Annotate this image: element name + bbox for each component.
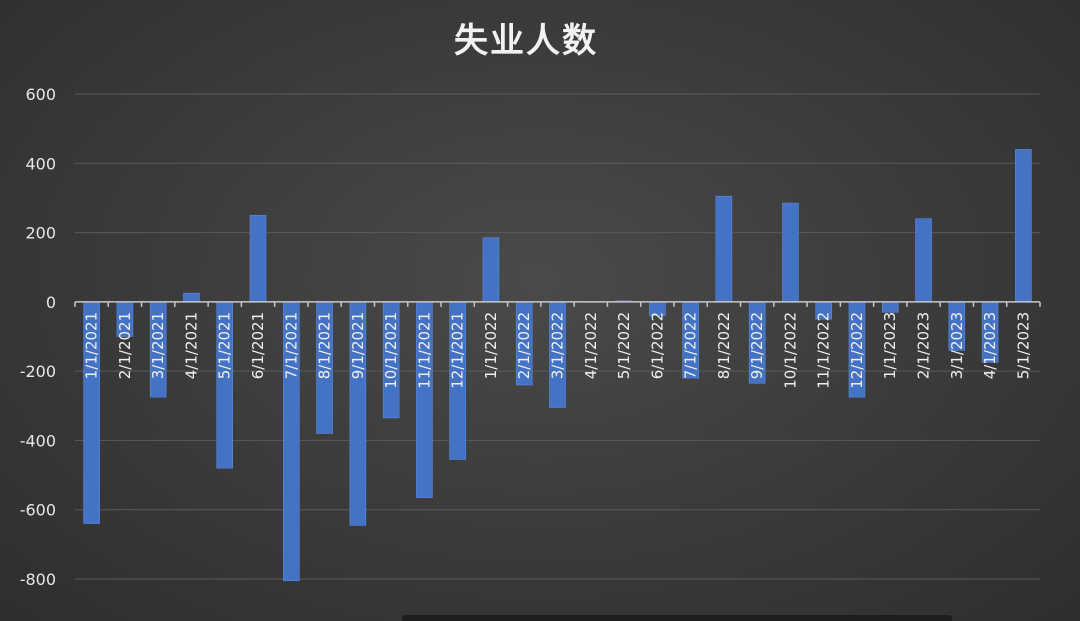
x-tick-label: 5/1/2021 [216, 312, 234, 379]
bar [782, 202, 799, 303]
x-tick-label: 4/1/2022 [582, 312, 600, 379]
x-tick-label: 8/1/2022 [715, 312, 733, 379]
bars [83, 149, 1032, 582]
y-tick-label: -200 [20, 362, 56, 381]
x-tick-label: 7/1/2021 [282, 312, 300, 379]
x-tick-label: 2/1/2022 [515, 312, 533, 379]
x-tick-label: 2/1/2021 [116, 312, 134, 379]
bar [183, 292, 200, 303]
y-tick-label: 600 [25, 85, 56, 104]
x-tick-label: 12/1/2022 [848, 312, 866, 389]
x-tick-label: 10/1/2021 [382, 312, 400, 389]
bar [715, 195, 733, 303]
x-tick-label: 7/1/2022 [682, 312, 700, 379]
x-tick-label: 8/1/2021 [316, 312, 334, 379]
x-tick-label: 4/1/2021 [182, 312, 200, 379]
x-tick-label: 4/1/2023 [981, 312, 999, 379]
chart-title: 失业人数 [454, 21, 598, 61]
y-tick-label: 0 [46, 293, 56, 312]
x-tick-label: 2/1/2023 [915, 312, 933, 379]
bar [249, 214, 267, 303]
x-tick-label: 9/1/2021 [349, 312, 367, 379]
x-tick-label: 1/1/2021 [83, 312, 101, 379]
x-tick-label: 5/1/2023 [1014, 312, 1032, 379]
y-tick-label: 200 [25, 224, 56, 243]
y-tick-labels: 600 400 200 0 -200 -400 -600 -800 [20, 85, 56, 589]
x-tick-label: 10/1/2022 [781, 312, 799, 389]
bottom-bar-decoration [402, 615, 952, 621]
y-tick-label: -600 [20, 501, 56, 520]
x-tick-label: 3/1/2022 [549, 312, 567, 379]
x-tick-label: 3/1/2023 [948, 312, 966, 379]
y-tick-label: -400 [20, 431, 56, 450]
bar [1015, 149, 1032, 303]
x-tick-label: 6/1/2022 [648, 312, 666, 379]
x-tick-label: 5/1/2022 [615, 312, 633, 379]
bar [881, 301, 899, 313]
x-tick-label: 6/1/2021 [249, 312, 267, 379]
y-tick-label: -800 [20, 570, 56, 589]
gridlines [75, 93, 1040, 580]
x-tick-label: 1/1/2023 [881, 312, 899, 379]
x-tick-label: 11/1/2022 [815, 312, 833, 389]
x-tick-label: 12/1/2021 [449, 312, 467, 389]
bar [482, 237, 500, 303]
axes [74, 301, 1041, 307]
x-tick-label: 3/1/2021 [149, 312, 167, 379]
x-tick-labels: 1/1/2021 2/1/2021 3/1/2021 4/1/2021 5/1/2021… [83, 312, 1033, 389]
x-tick-label: 9/1/2022 [748, 312, 766, 379]
y-tick-label: 400 [25, 154, 56, 173]
x-tick-label: 11/1/2021 [415, 312, 433, 389]
bar [915, 218, 932, 303]
x-tick-label: 1/1/2022 [482, 312, 500, 379]
